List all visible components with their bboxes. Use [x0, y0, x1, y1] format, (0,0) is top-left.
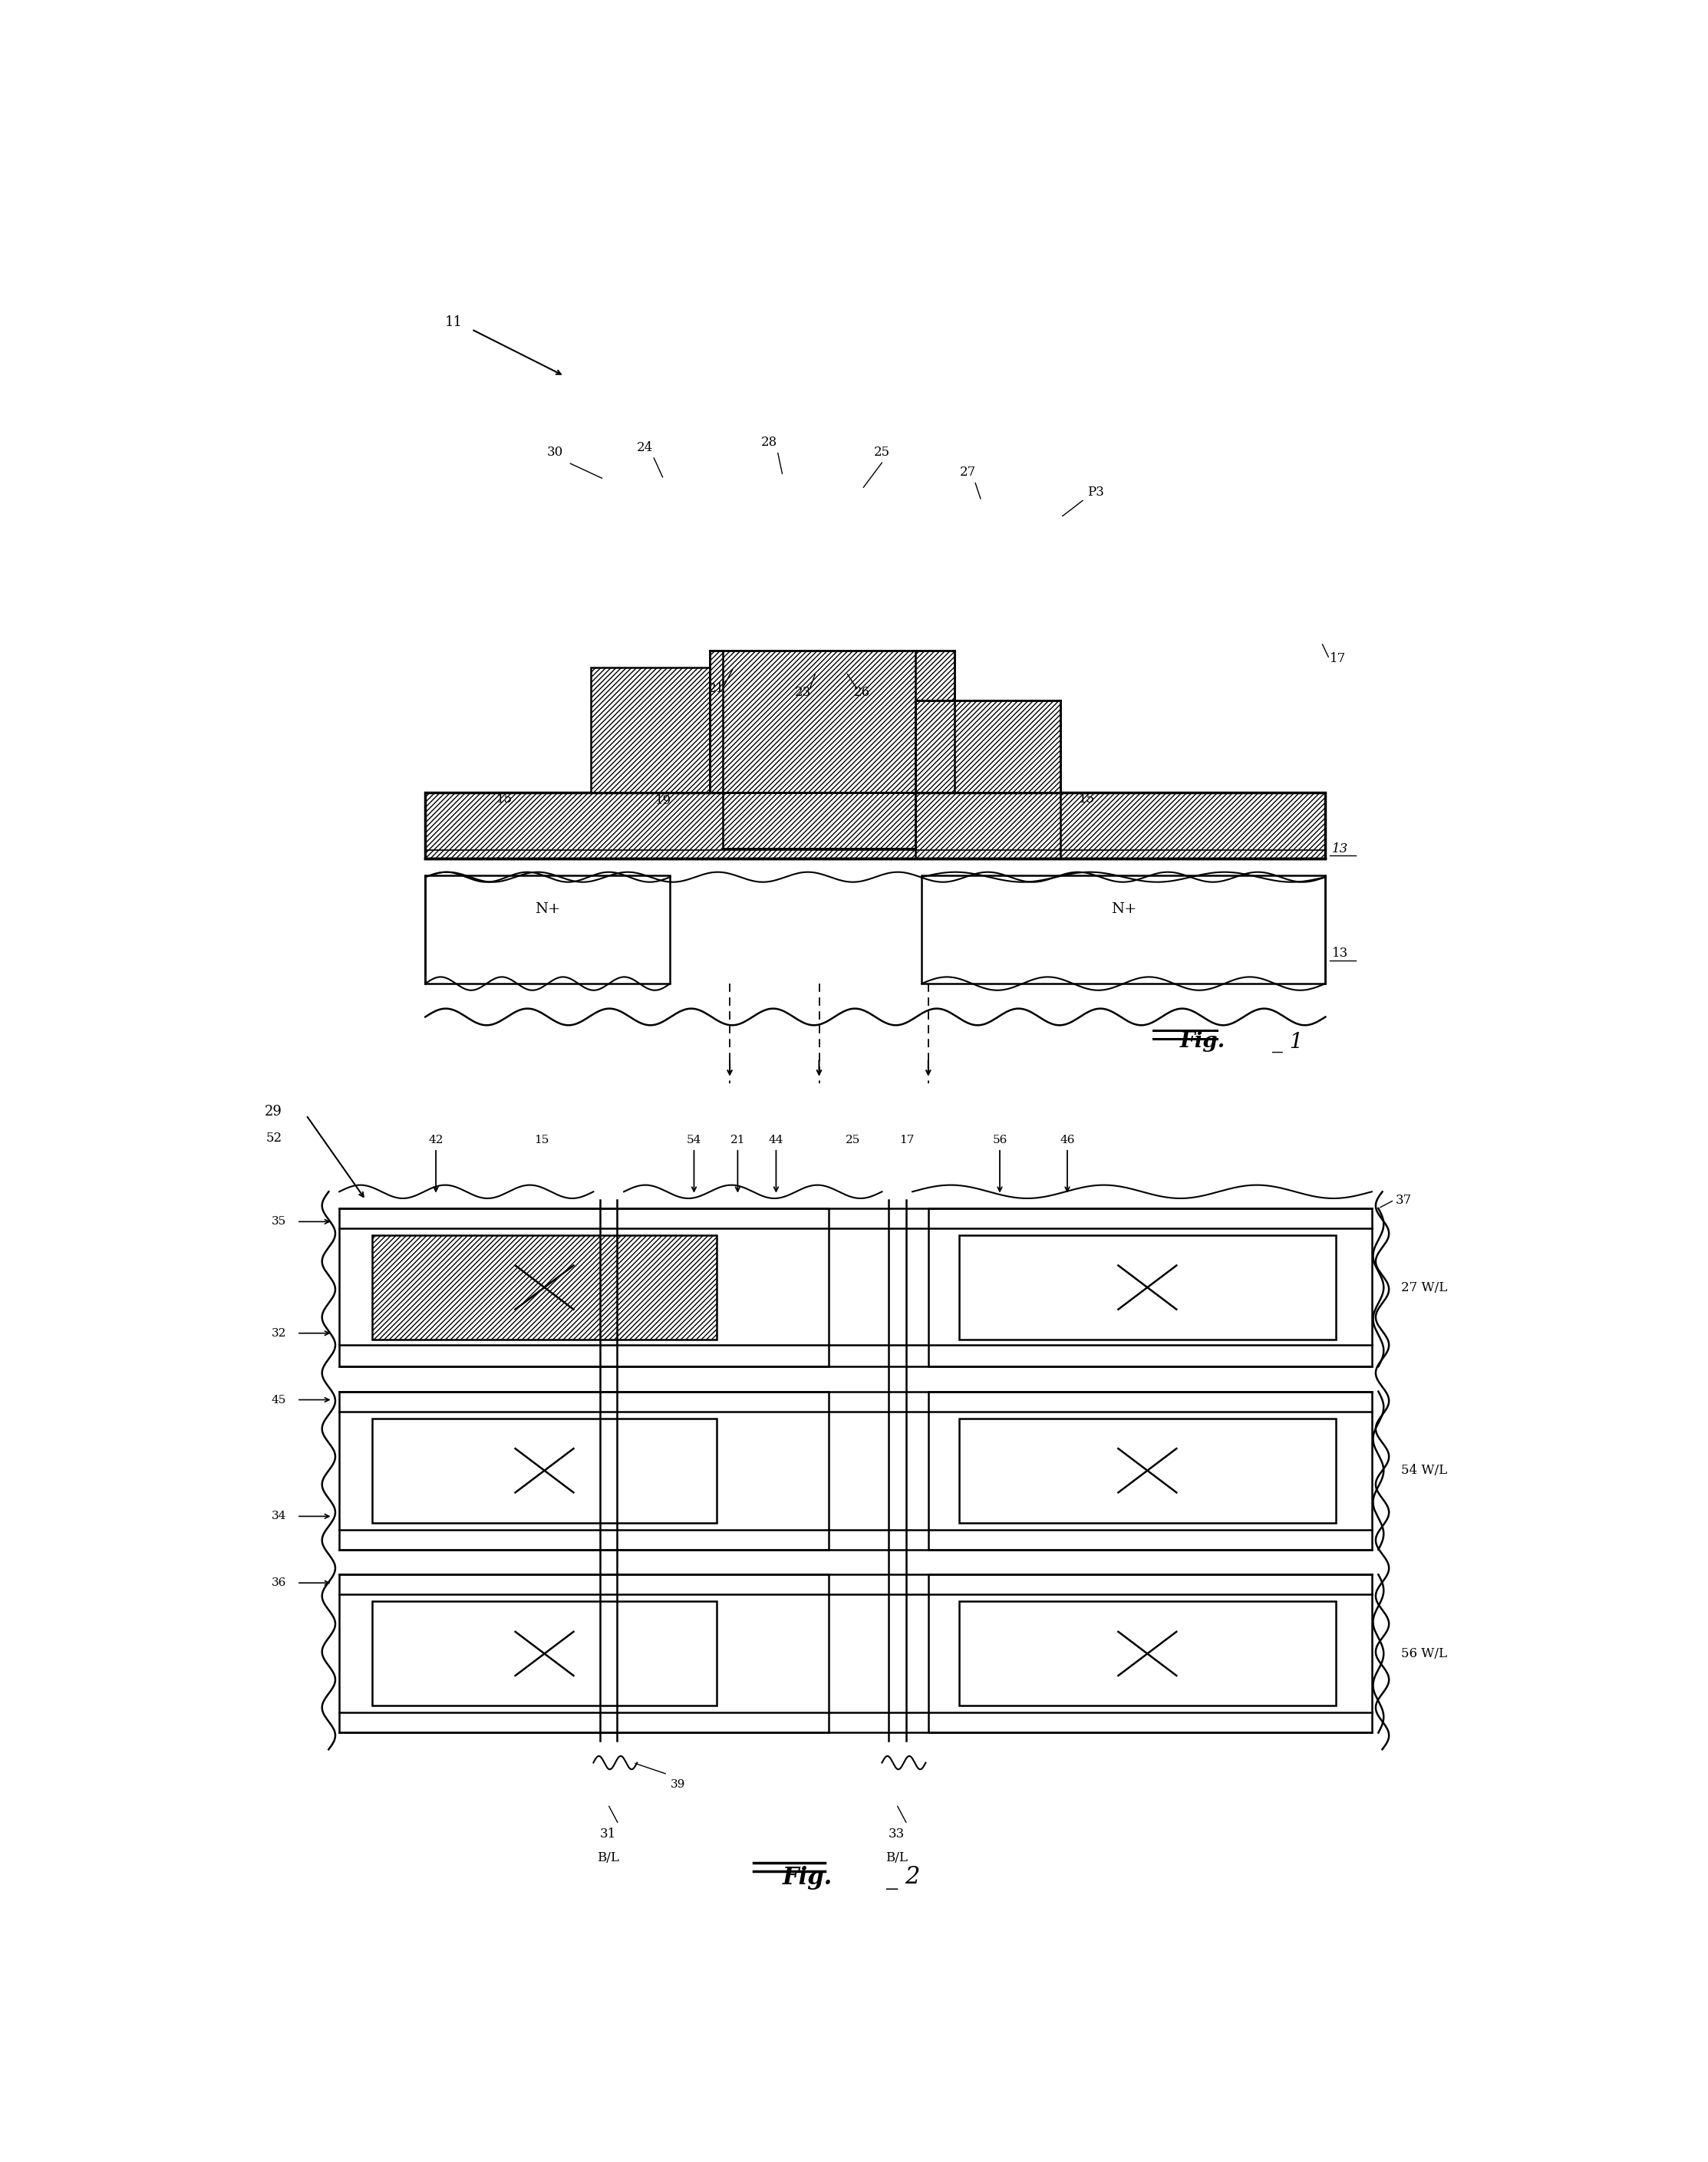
- Text: 46: 46: [1059, 1135, 1074, 1146]
- Text: 52: 52: [266, 1133, 282, 1146]
- Text: 19: 19: [656, 793, 671, 806]
- Text: 56: 56: [992, 1135, 1008, 1146]
- Bar: [958, 1602, 1336, 1706]
- Text: 25: 25: [845, 1135, 861, 1146]
- Text: N+: N+: [1110, 902, 1136, 917]
- Text: 56 W/L: 56 W/L: [1401, 1647, 1447, 1660]
- Text: 15: 15: [1079, 791, 1095, 804]
- Text: B/L: B/L: [885, 1851, 907, 1864]
- Text: 35: 35: [272, 1217, 287, 1228]
- Text: 33: 33: [888, 1827, 905, 1840]
- Text: 17: 17: [1329, 653, 1346, 666]
- Text: 13: 13: [1332, 947, 1348, 960]
- Text: 31: 31: [600, 1827, 617, 1840]
- Text: 45: 45: [272, 1394, 287, 1405]
- Bar: [591, 668, 763, 791]
- Text: 37: 37: [1395, 1193, 1413, 1206]
- Text: 15: 15: [535, 1135, 550, 1146]
- Text: Fig.: Fig.: [1180, 1031, 1225, 1053]
- Text: 21: 21: [709, 683, 724, 696]
- Text: N+: N+: [535, 902, 560, 917]
- Bar: [340, 1392, 828, 1550]
- Text: Fig.: Fig.: [782, 1866, 834, 1890]
- Bar: [372, 1235, 717, 1340]
- Text: 30: 30: [547, 445, 564, 458]
- Text: 11: 11: [446, 316, 463, 329]
- Bar: [915, 700, 1061, 791]
- Bar: [922, 876, 1325, 984]
- Bar: [958, 1418, 1336, 1522]
- Text: 39: 39: [670, 1779, 685, 1790]
- Text: 17: 17: [900, 1135, 914, 1146]
- Bar: [425, 876, 670, 984]
- Bar: [711, 651, 955, 791]
- Bar: [929, 1209, 1372, 1366]
- Text: 15: 15: [497, 791, 512, 804]
- Text: _ 2: _ 2: [886, 1866, 921, 1890]
- Text: 27 W/L: 27 W/L: [1401, 1280, 1447, 1293]
- Text: _ 1: _ 1: [1272, 1031, 1303, 1053]
- Bar: [425, 791, 1325, 858]
- Text: 23: 23: [794, 685, 811, 698]
- Bar: [958, 1235, 1336, 1340]
- Text: 54: 54: [687, 1135, 702, 1146]
- Text: P3: P3: [1088, 486, 1103, 499]
- Text: 29: 29: [265, 1105, 282, 1118]
- Bar: [722, 791, 915, 850]
- Text: 21: 21: [731, 1135, 745, 1146]
- Text: 54 W/L: 54 W/L: [1401, 1464, 1447, 1477]
- Text: 26: 26: [854, 685, 869, 698]
- Text: 24: 24: [637, 441, 652, 454]
- Text: B/L: B/L: [596, 1851, 618, 1864]
- Bar: [340, 1574, 828, 1732]
- Text: 36: 36: [272, 1578, 287, 1589]
- Bar: [929, 1392, 1372, 1550]
- Text: 13: 13: [1332, 843, 1348, 856]
- Bar: [340, 1209, 828, 1366]
- Text: 27: 27: [960, 465, 977, 480]
- Bar: [929, 1574, 1372, 1732]
- Text: 34: 34: [272, 1511, 287, 1522]
- Bar: [372, 1418, 717, 1522]
- Text: 25: 25: [874, 445, 890, 458]
- Bar: [372, 1602, 717, 1706]
- Text: 32: 32: [272, 1327, 287, 1338]
- Text: 42: 42: [429, 1135, 444, 1146]
- Text: 28: 28: [762, 437, 777, 450]
- Text: 44: 44: [769, 1135, 784, 1146]
